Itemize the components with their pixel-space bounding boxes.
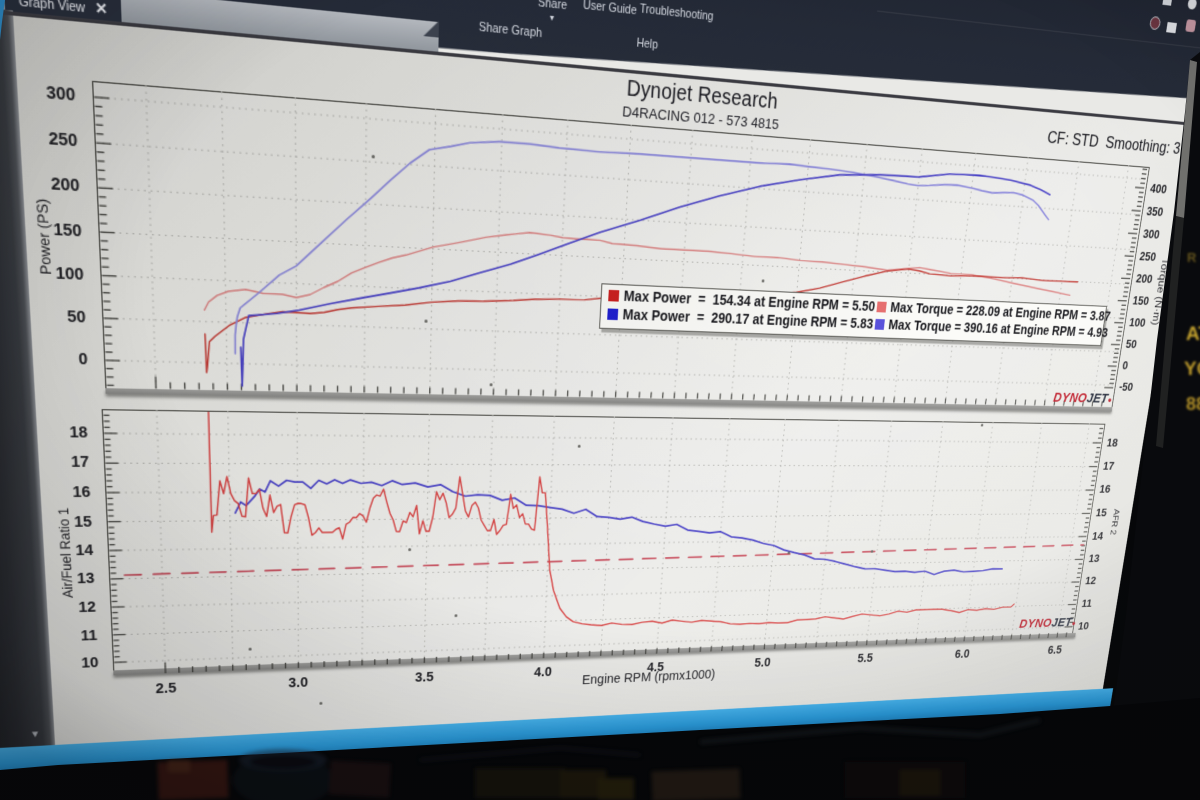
svg-text:ATI: ATI (1186, 324, 1200, 345)
svg-text:88: 88 (1186, 394, 1200, 414)
svg-text:YO: YO (1184, 359, 1200, 380)
svg-text:R: R (1187, 250, 1197, 265)
